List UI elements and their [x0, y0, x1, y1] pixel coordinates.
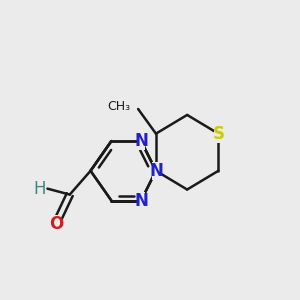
Text: CH₃: CH₃	[107, 100, 130, 112]
Text: O: O	[49, 215, 64, 233]
Text: N: N	[149, 162, 163, 180]
Text: H: H	[34, 180, 46, 198]
Text: S: S	[212, 125, 224, 143]
Text: N: N	[134, 132, 148, 150]
Text: N: N	[134, 191, 148, 209]
